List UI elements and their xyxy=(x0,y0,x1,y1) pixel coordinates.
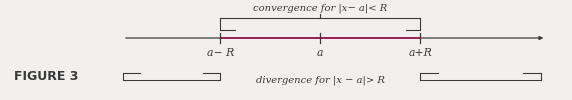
Text: a− R: a− R xyxy=(206,48,234,58)
Text: FIGURE 3: FIGURE 3 xyxy=(14,70,79,84)
Text: divergence for |x − a|> R: divergence for |x − a|> R xyxy=(256,75,385,85)
Text: convergence for |x− a|< R: convergence for |x− a|< R xyxy=(253,4,387,14)
Text: a: a xyxy=(317,48,324,58)
Text: a+R: a+R xyxy=(408,48,432,58)
